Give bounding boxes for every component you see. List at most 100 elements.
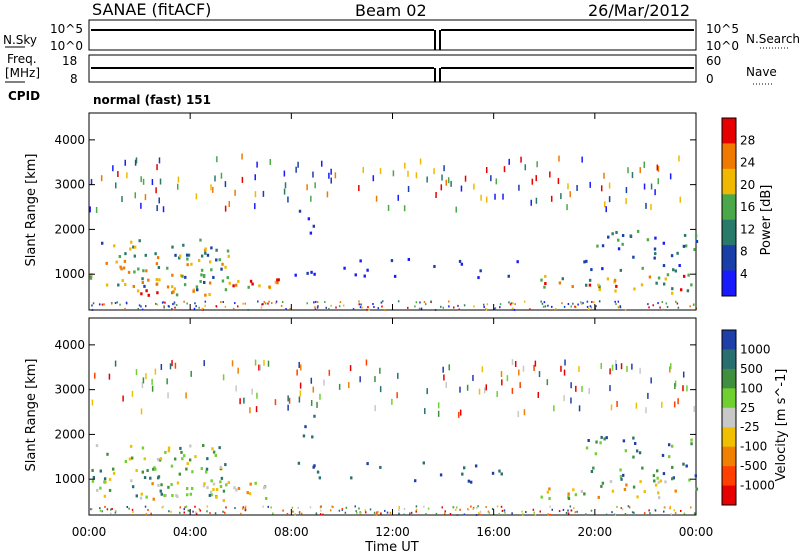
- power-colorbar-label: Power [dB]: [759, 185, 774, 256]
- scatter-speckle: [244, 505, 247, 508]
- scatter-speckle: [167, 305, 170, 308]
- freq-unit: [MHz]: [5, 66, 40, 80]
- scatter-speckle: [452, 306, 455, 309]
- scatter-cell: [222, 499, 226, 503]
- scatter-streak: [397, 372, 399, 379]
- scatter-speckle: [510, 302, 513, 305]
- scatter-streak: [546, 379, 549, 386]
- scatter-speckle: [673, 509, 675, 512]
- scatter-speckle: [676, 302, 679, 305]
- scatter-speckle: [224, 511, 226, 514]
- scatter-cell: [205, 467, 209, 471]
- scatter-streak: [124, 159, 126, 166]
- scatter-cell: [192, 289, 195, 293]
- scatter-speckle: [372, 302, 374, 305]
- colorbar-segment: [722, 219, 736, 246]
- scatter-speckle: [415, 505, 418, 508]
- scatter-speckle: [500, 505, 503, 508]
- scatter-cell: [653, 247, 657, 251]
- scatter-streak: [611, 364, 614, 371]
- scatter-cell: [135, 468, 138, 472]
- scatter-speckle: [173, 301, 176, 304]
- scatter-cell: [171, 494, 174, 498]
- scatter-speckle: [262, 505, 264, 508]
- scatter-cell: [690, 283, 693, 287]
- scatter-speckle: [563, 305, 566, 308]
- scatter-speckle: [580, 302, 583, 305]
- scatter-streak: [328, 172, 330, 179]
- scatter-speckle: [168, 510, 170, 513]
- scatter-cell: [145, 289, 148, 293]
- scatter-streak: [241, 176, 244, 183]
- scatter-speckle: [339, 301, 342, 304]
- scatter-cell: [149, 476, 152, 480]
- scatter-cell: [185, 253, 189, 257]
- scatter-speckle: [198, 508, 201, 511]
- scatter-cell: [170, 483, 173, 487]
- scatter-speckle: [91, 304, 93, 307]
- scatter-cell: [686, 289, 690, 293]
- scatter-speckle: [513, 308, 516, 311]
- scatter-cell: [462, 466, 466, 470]
- scatter-cell: [268, 285, 271, 289]
- scatter-speckle: [119, 303, 121, 306]
- scatter-cell: [309, 231, 313, 235]
- scatter-speckle: [234, 302, 236, 305]
- scatter-speckle: [150, 512, 152, 515]
- scatter-speckle: [503, 509, 506, 512]
- scatter-streak: [674, 383, 676, 390]
- scatter-streak: [610, 404, 613, 411]
- scatter-streak: [391, 398, 393, 405]
- scatter-speckle: [576, 510, 578, 513]
- scatter-cell: [671, 444, 674, 448]
- nsearch-tick-bottom: 10^0: [706, 39, 739, 53]
- scatter-streak: [531, 178, 534, 185]
- scatter-cell: [154, 252, 157, 256]
- scatter-streak: [258, 364, 260, 371]
- scatter-speckle: [415, 301, 418, 304]
- scatter-cell: [210, 246, 213, 250]
- scatter-cell: [297, 461, 301, 465]
- scatter-streak: [536, 161, 538, 168]
- scatter-cell: [687, 273, 690, 277]
- scatter-speckle: [144, 505, 147, 508]
- scatter-cell: [202, 484, 206, 488]
- scatter-speckle: [407, 306, 409, 309]
- scatter-cell: [601, 244, 605, 248]
- scatter-cell: [619, 475, 623, 479]
- scatter-cell: [693, 248, 696, 252]
- scatter-cell: [100, 241, 104, 245]
- scatter-speckle: [261, 303, 263, 306]
- scatter-speckle: [631, 511, 634, 514]
- scatter-speckle: [185, 505, 188, 508]
- scatter-cell: [146, 469, 149, 473]
- scatter-streak: [154, 368, 157, 375]
- scatter-streak: [403, 205, 406, 212]
- scatter-streak: [424, 408, 426, 415]
- scatter-speckle: [494, 307, 497, 310]
- scatter-speckle: [331, 505, 333, 508]
- scatter-speckle: [171, 308, 173, 311]
- nsky-label: N.Sky: [3, 33, 37, 47]
- scatter-speckle: [186, 302, 188, 305]
- scatter-cell: [607, 235, 610, 239]
- scatter-streak: [588, 388, 590, 395]
- scatter-speckle: [666, 305, 669, 308]
- scatter-streak: [472, 374, 474, 381]
- scatter-streak: [283, 188, 286, 195]
- power-ylabel: Slant Range [km]: [24, 154, 39, 267]
- scatter-streak: [669, 366, 671, 373]
- scatter-speckle: [173, 302, 176, 305]
- scatter-speckle: [383, 509, 386, 512]
- scatter-cell: [632, 436, 635, 440]
- scatter-speckle: [110, 508, 112, 511]
- scatter-cell: [354, 273, 357, 277]
- scatter-speckle: [586, 300, 589, 303]
- scatter-cell: [672, 476, 675, 480]
- scatter-streak: [650, 183, 653, 190]
- scatter-speckle: [487, 510, 490, 513]
- scatter-cell: [544, 274, 547, 278]
- scatter-speckle: [477, 505, 479, 508]
- scatter-cell: [89, 275, 93, 279]
- scatter-cell: [133, 270, 136, 274]
